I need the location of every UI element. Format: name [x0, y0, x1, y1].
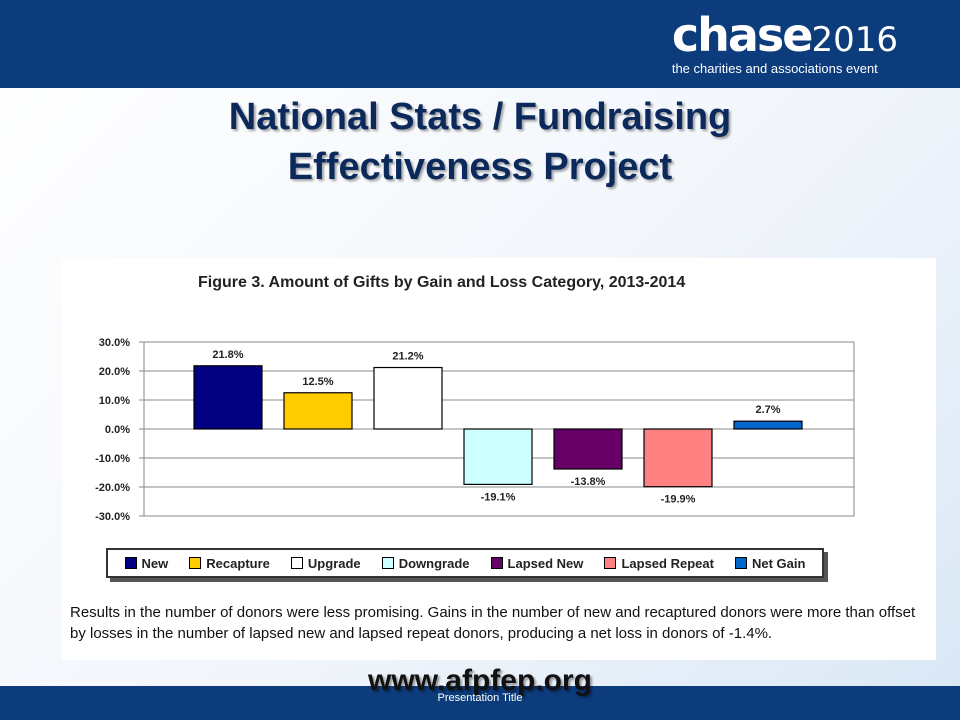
header-band [0, 0, 960, 88]
legend-label: Upgrade [307, 555, 361, 571]
legend-item: New [124, 555, 169, 571]
legend-swatch [734, 557, 747, 569]
bar-lapsed-new [553, 428, 623, 470]
y-tick-label: 20.0% [99, 366, 130, 378]
y-tick-label: 30.0% [99, 337, 130, 349]
legend-item: Downgrade [381, 555, 470, 571]
legend-label: Lapsed New [507, 555, 584, 571]
slide-title-line2: Effectiveness Project [287, 146, 673, 188]
legend-label: Downgrade [398, 555, 470, 571]
legend-swatch [189, 557, 202, 569]
bar-recapture [283, 392, 353, 430]
legend-item: Lapsed Repeat [604, 555, 714, 571]
bar-downgrade [463, 428, 533, 485]
data-label: 2.7% [755, 404, 780, 416]
footer-band [0, 686, 960, 720]
data-label: -13.8% [571, 476, 606, 488]
chart-legend: New Recapture Upgrade Downgrade Lapsed New La… [106, 548, 824, 578]
legend-label: Lapsed Repeat [621, 555, 714, 571]
bar-chart: 30.0% 20.0% 10.0% 0.0% -10.0% -20.0% -30.0% 21.… [95, 337, 855, 523]
website-url[interactable]: www.afpfep.org [368, 664, 592, 697]
legend-label: Recapture [206, 555, 270, 571]
legend-swatch [290, 557, 303, 569]
bar-lapsed-repeat [643, 428, 713, 488]
legend-item: Lapsed New [490, 555, 584, 571]
y-tick-label: -20.0% [95, 482, 130, 494]
legend-label: Net Gain [751, 555, 806, 571]
bar-net-gain [733, 420, 803, 430]
bar-upgrade [373, 366, 443, 430]
legend-swatch [124, 557, 137, 569]
data-label: 21.2% [392, 351, 423, 363]
data-label: 12.5% [302, 376, 333, 388]
figure-title: Figure 3. Amount of Gifts by Gain and Lo… [198, 274, 686, 291]
y-tick-label: 10.0% [99, 395, 130, 407]
legend-item: Net Gain [734, 555, 806, 571]
legend-label: New [141, 555, 169, 571]
data-label: 21.8% [212, 349, 243, 361]
y-tick-label: 0.0% [105, 424, 130, 436]
legend-item: Upgrade [290, 555, 361, 571]
y-tick-label: -30.0% [95, 511, 130, 523]
data-label: -19.1% [481, 491, 516, 503]
data-label: -19.9% [661, 494, 696, 506]
legend-swatch [381, 557, 394, 569]
legend-swatch [490, 557, 503, 569]
legend-swatch [604, 557, 617, 569]
slide-title-line1: National Stats / Fundraising [228, 96, 732, 138]
bar-new [193, 365, 263, 430]
logo-word: chase [671, 8, 814, 62]
logo-tagline: the charities and associations event [671, 61, 878, 76]
figure-note: Results in the number of donors were les… [70, 604, 916, 642]
legend-item: Recapture [189, 556, 270, 571]
slide-title: National Stats / Fundraising Effectivene… [0, 92, 960, 192]
y-tick-label: -10.0% [95, 453, 130, 465]
logo-year: 2016 [811, 20, 898, 60]
footer-title: Presentation Title [437, 692, 523, 704]
chase-logo: chase2016 the charities and associations… [672, 12, 898, 76]
